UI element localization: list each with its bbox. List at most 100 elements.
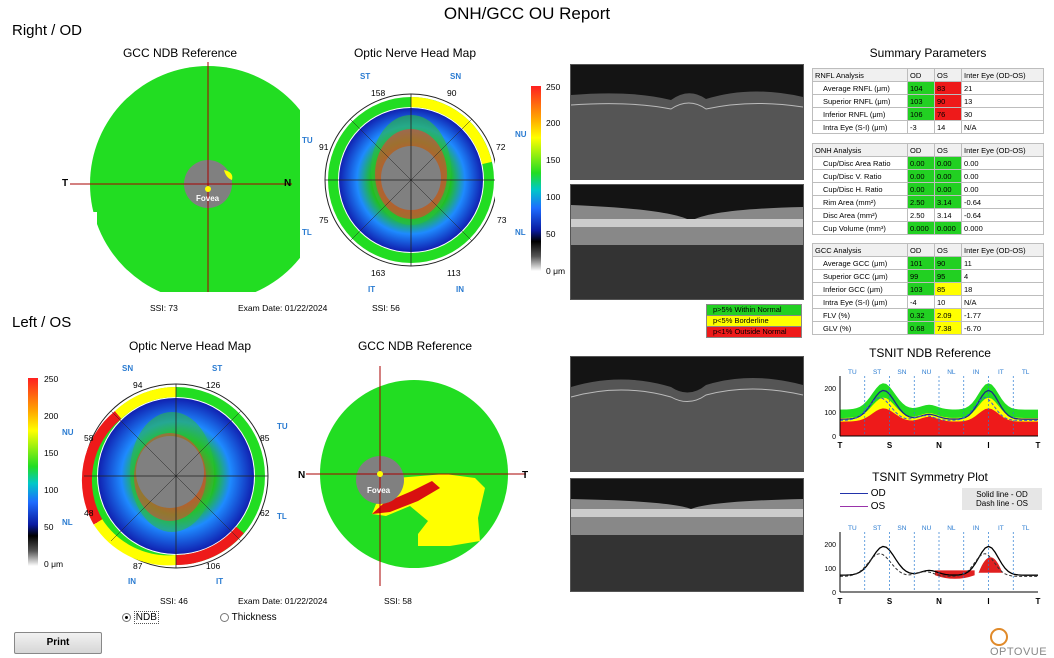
onh-cell-od: 0.00 [907,182,935,196]
gcc-cell-diff: N/A [961,295,1044,309]
left-sector-sn: SN [122,364,134,373]
sector-label: TU [848,525,857,532]
right-sector-in: IN [456,285,464,294]
sector-label: ST [873,369,881,376]
gcc-cell-os: 90 [934,256,962,270]
gcc-cell-diff: 4 [961,269,1044,283]
left-scale-100: 100 [44,485,59,495]
left-sector-nl: NL [62,518,73,527]
onh-cell-od: 0.000 [907,221,935,235]
right-gcc-ndb-map [70,62,300,292]
left-gcc-n-label: N [298,470,306,481]
gcc-header-cell: OS [934,243,962,257]
thickness-radio-label[interactable]: Thickness [231,612,277,623]
gcc-row: Inferior GCC (μm) 103 85 18 [812,282,1044,296]
legend-os: OS [870,501,886,512]
left-sector-in: IN [128,577,136,586]
onh-header-cell: ONH Analysis [812,143,908,157]
right-value-nu: 72 [496,142,506,152]
ndb-radio-label[interactable]: NDB [133,611,159,624]
onh-cell-diff: 0.00 [961,182,1044,196]
legend-outside-normal: p<1% Outside Normal [706,326,802,338]
right-sector-it: IT [368,285,376,294]
right-value-nl: 73 [497,215,507,225]
thickness-radio[interactable]: Thickness [220,612,277,623]
rnfl-header-cell: OS [934,68,962,82]
left-scale-0: 0 μm [44,559,64,569]
rnfl-cell-os: 14 [934,120,962,134]
onh-header-cell: OS [934,143,962,157]
x-tick-label: N [936,597,942,606]
onh-cell-diff: 0.00 [961,169,1044,183]
gcc-row: Average GCC (μm) 101 90 11 [812,256,1044,270]
rnfl-analysis-table: RNFL Analysis OD OS Inter Eye (OD-OS) Averag… [812,68,1044,134]
onh-cell-os: 3.14 [934,208,962,222]
onh-row: Cup/Disc H. Ratio 0.00 0.00 0.00 [812,182,1044,196]
tsnit-ndb-title: TSNIT NDB Reference [869,346,991,360]
print-button[interactable]: Print [14,632,102,654]
onh-cell-od: 0.00 [907,156,935,170]
right-exam-date: Exam Date: 01/22/2024 [238,303,328,313]
gcc-header-cell: Inter Eye (OD-OS) [961,243,1044,257]
gcc-header-cell: OD [907,243,935,257]
legend-od: OD [870,488,886,499]
y-tick-label: 100 [824,566,836,573]
gcc-cell-lbl: Intra Eye (S-I) (μm) [812,295,908,309]
rnfl-header-cell: RNFL Analysis [812,68,908,82]
sector-label: NU [922,525,932,532]
onh-cell-lbl: Cup/Disc V. Ratio [812,169,908,183]
y-tick-label: 0 [832,434,836,441]
gcc-cell-os: 10 [934,295,962,309]
right-ssi-gcc: SSI: 73 [150,303,178,313]
right-thickness-scale-bar [531,86,541,271]
ndb-radio-indicator[interactable] [122,612,131,622]
x-tick-label: S [887,597,893,606]
left-sector-it: IT [216,577,224,586]
x-tick-label: T [838,441,843,450]
sector-label: IT [998,369,1004,376]
right-onh-title: Optic Nerve Head Map [353,46,477,60]
left-sector-st: ST [212,364,223,373]
x-tick-label: T [1036,441,1041,450]
y-tick-label: 200 [824,542,836,549]
report-title: ONH/GCC OU Report [443,4,611,23]
brand-name: OPTOVUE [990,646,1048,658]
gcc-cell-lbl: FLV (%) [812,308,908,322]
right-sector-st: ST [360,72,371,81]
gcc-cell-lbl: Average GCC (μm) [812,256,908,270]
gcc-cell-os: 7.38 [934,321,962,335]
rnfl-row: Intra Eye (S-I) (μm) -3 14 N/A [812,120,1044,134]
rnfl-cell-od: -3 [907,120,935,134]
thickness-radio-indicator[interactable] [220,612,229,622]
rnfl-row: Average RNFL (μm) 104 83 21 [812,81,1044,95]
right-ssi-onh: SSI: 56 [372,303,400,313]
left-gcc-title: GCC NDB Reference [357,339,473,353]
ndb-radio[interactable]: NDB [122,611,159,624]
left-value-st: 126 [206,380,221,390]
left-value-it: 106 [206,561,221,571]
gcc-row: FLV (%) 0.32 2.09 -1.77 [812,308,1044,322]
left-ssi-gcc: SSI: 58 [384,596,412,606]
onh-cell-os: 3.14 [934,195,962,209]
right-value-in: 113 [447,268,461,278]
asymmetry-region-inferior [978,557,1003,573]
rnfl-cell-lbl: Average RNFL (μm) [812,81,908,95]
rnfl-cell-lbl: Inferior RNFL (μm) [812,107,908,121]
onh-cell-lbl: Cup/Disc Area Ratio [812,156,908,170]
x-tick-label: T [1036,597,1041,606]
right-value-it: 163 [371,268,386,278]
onh-cell-diff: 0.00 [961,156,1044,170]
right-scale-150: 150 [546,155,561,165]
onh-cell-lbl: Cup Volume (mm³) [812,221,908,235]
onh-cell-os: 0.00 [934,156,962,170]
rnfl-cell-diff: 13 [961,94,1044,108]
rnfl-header-row: RNFL Analysis OD OS Inter Eye (OD-OS) [812,68,1044,82]
sector-label: TL [1022,369,1030,376]
symmetry-legend: OD OS [840,488,940,514]
gcc-cell-od: 99 [907,269,935,283]
rnfl-header-cell: OD [907,68,935,82]
sector-label: SN [897,525,906,532]
onh-cell-os: 0.00 [934,182,962,196]
onh-header-row: ONH Analysis OD OS Inter Eye (OD-OS) [812,143,1044,157]
